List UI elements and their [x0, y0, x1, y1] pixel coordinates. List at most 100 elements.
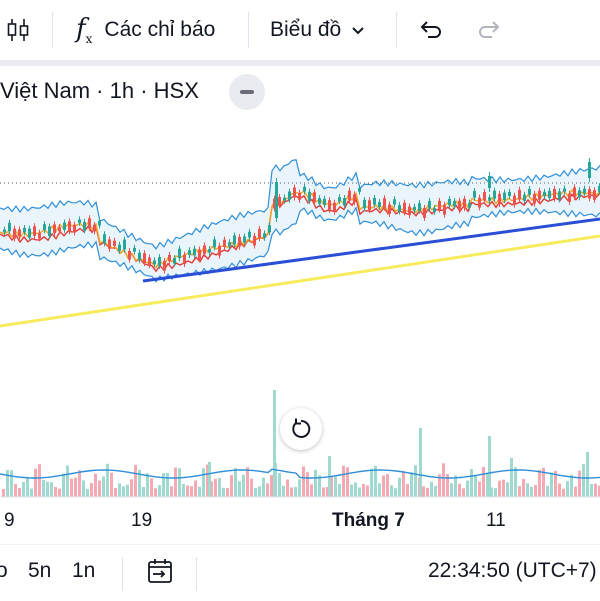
- range-partial-button[interactable]: o: [0, 559, 8, 582]
- volume-bar: [326, 487, 329, 497]
- candle-body: [308, 191, 311, 201]
- undo-button[interactable]: [418, 8, 444, 52]
- collapse-legend-button[interactable]: [229, 74, 265, 110]
- volume-bar: [198, 486, 201, 497]
- redo-icon: [479, 21, 500, 38]
- candle-body: [183, 254, 186, 265]
- volume-bar: [158, 485, 161, 497]
- candle-body: [283, 197, 286, 201]
- range-1d-button[interactable]: 1n: [72, 559, 96, 582]
- candle-body: [213, 239, 216, 248]
- volume-bar: [362, 483, 365, 497]
- volume-bar: [422, 486, 425, 497]
- volume-bar: [266, 483, 269, 497]
- volume-bar: [218, 477, 221, 497]
- candle-body: [428, 200, 431, 209]
- candle-body: [188, 250, 191, 256]
- volume-bar: [514, 467, 517, 497]
- toolbar-divider: [248, 12, 249, 48]
- candles-icon[interactable]: [4, 8, 36, 52]
- volume-bar: [306, 472, 309, 497]
- candle-body: [118, 244, 121, 252]
- candle-body: [588, 162, 591, 178]
- candle-body: [483, 192, 486, 201]
- volume-bar: [254, 488, 257, 497]
- candle-body: [583, 188, 586, 194]
- candle-body: [248, 231, 251, 238]
- candle-body: [553, 188, 556, 199]
- candle-body: [43, 224, 46, 231]
- volume-bar: [294, 486, 297, 497]
- volume-bar: [578, 470, 581, 497]
- volume-bar: [406, 483, 409, 497]
- toolbar-separator: [0, 60, 600, 66]
- volume-bar: [554, 470, 557, 497]
- bottom-divider: [122, 557, 123, 591]
- candle-body: [33, 226, 36, 236]
- volume-bar: [490, 487, 493, 497]
- volume-bar: [6, 470, 9, 497]
- volume-bar: [390, 485, 393, 497]
- indicators-button[interactable]: fx Các chỉ báo: [76, 8, 215, 52]
- candle-body: [513, 195, 516, 205]
- volume-bar: [314, 469, 317, 497]
- candle-body: [88, 218, 91, 229]
- bottom-divider: [196, 557, 197, 591]
- candle-body: [548, 190, 551, 198]
- volume-bar: [94, 473, 97, 497]
- candle-body: [403, 202, 406, 213]
- price-chart[interactable]: [0, 66, 600, 506]
- candle-body: [63, 222, 66, 230]
- chart-type-button[interactable]: Biểu đồ: [270, 8, 365, 52]
- volume-bar: [242, 474, 245, 497]
- candle-body: [138, 252, 141, 261]
- candle-body: [468, 202, 471, 208]
- candle-body: [543, 191, 546, 197]
- goto-date-button[interactable]: [146, 557, 174, 591]
- candle-body: [343, 198, 346, 206]
- volume-bar: [486, 473, 489, 497]
- candle-body: [173, 258, 176, 264]
- candle-body: [398, 205, 401, 212]
- symbol-legend[interactable]: Việt Nam · 1h · HSX: [0, 76, 199, 106]
- volume-bar: [414, 465, 417, 497]
- candle-body: [523, 194, 526, 201]
- volume-bar: [58, 488, 61, 497]
- volume-bar: [10, 470, 13, 497]
- reset-chart-button[interactable]: [280, 408, 322, 450]
- volume-bar: [262, 477, 265, 497]
- candle-body: [273, 198, 276, 209]
- volume-bar: [488, 436, 491, 497]
- volume-bar: [354, 482, 357, 497]
- volume-bar: [446, 474, 449, 497]
- candle-body: [193, 248, 196, 256]
- candle-body: [598, 186, 600, 192]
- volume-bar: [2, 489, 5, 497]
- candle-body: [433, 208, 436, 212]
- candle-body: [533, 194, 536, 204]
- volume-bar: [454, 475, 457, 497]
- volume-bar: [258, 486, 261, 497]
- volume-bar: [194, 480, 197, 497]
- candle-body: [13, 228, 16, 239]
- volume-bar: [582, 463, 585, 497]
- candle-body: [73, 224, 76, 233]
- range-5d-button[interactable]: 5n: [28, 559, 52, 582]
- volume-bar: [498, 480, 501, 497]
- timezone-clock[interactable]: 22:34:50 (UTC+7): [428, 559, 597, 582]
- candle-body: [418, 203, 421, 211]
- candle-body: [488, 176, 491, 188]
- volume-bar: [50, 482, 53, 497]
- candle-body: [113, 240, 116, 246]
- candle-body: [448, 198, 451, 206]
- volume-bar: [106, 463, 109, 497]
- candle-body: [438, 200, 441, 210]
- candle-body: [298, 192, 301, 200]
- volume-bar: [474, 474, 477, 497]
- volume-bar: [526, 483, 529, 497]
- volume-bar: [62, 473, 65, 497]
- candle-body: [318, 198, 321, 204]
- volume-bar: [534, 484, 537, 497]
- candle-body: [275, 182, 278, 218]
- redo-button[interactable]: [476, 8, 502, 52]
